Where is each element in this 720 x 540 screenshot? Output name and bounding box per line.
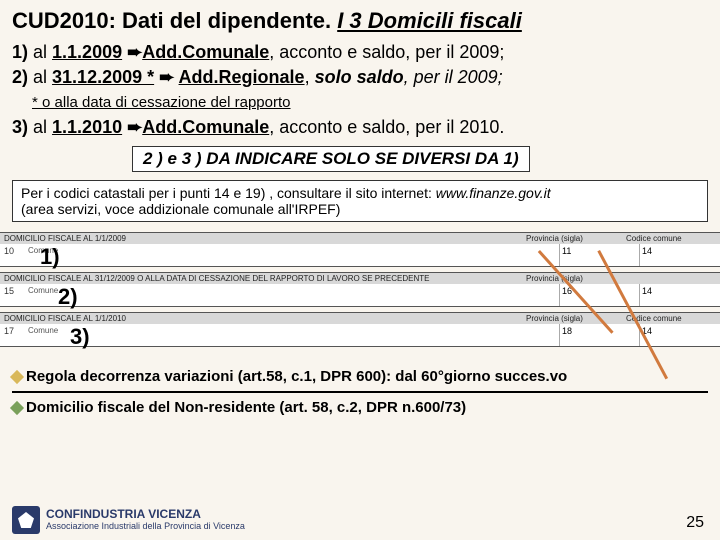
row-label: 1) xyxy=(40,244,60,270)
page-number: 25 xyxy=(686,514,704,532)
line-3: 3) al 1.1.2010 ➨Add.Comunale, acconto e … xyxy=(12,117,708,138)
slide-title: CUD2010: Dati del dipendente. I 3 Domici… xyxy=(12,8,708,34)
line-2: 2) al 31.12.2009 * ➨ Add.Regionale, solo… xyxy=(12,67,708,88)
diamond-icon xyxy=(10,370,24,384)
title-emphasis: I 3 Domicili fiscali xyxy=(337,8,522,33)
footer-rule-2: Domicilio fiscale del Non-residente (art… xyxy=(12,399,708,416)
form-area: DOMICILIO FISCALE AL 1/1/2009Provincia (… xyxy=(0,232,720,362)
info-box: Per i codici catastali per i punti 14 e … xyxy=(12,180,708,222)
highlight-box: 2 ) e 3 ) DA INDICARE SOLO SE DIVERSI DA… xyxy=(132,146,530,172)
footer-rule-1: Regola decorrenza variazioni (art.58, c.… xyxy=(12,368,708,385)
form-row: DOMICILIO FISCALE AL 1/1/2009Provincia (… xyxy=(0,232,720,267)
line-1: 1) al 1.1.2009 ➨Add.Comunale, acconto e … xyxy=(12,42,708,63)
logo-icon xyxy=(12,506,40,534)
logo: CONFINDUSTRIA VICENZA Associazione Indus… xyxy=(12,506,245,534)
star-note: * o alla data di cessazione del rapporto xyxy=(32,94,708,111)
diamond-icon xyxy=(10,401,24,415)
row-label: 3) xyxy=(70,324,90,350)
title-prefix: CUD2010: Dati del dipendente. xyxy=(12,8,337,33)
row-label: 2) xyxy=(58,284,78,310)
divider xyxy=(12,391,708,393)
